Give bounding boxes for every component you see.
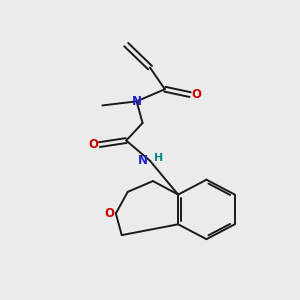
Text: N: N <box>138 154 148 167</box>
Text: O: O <box>192 88 202 101</box>
Text: O: O <box>104 207 114 220</box>
Text: H: H <box>154 153 164 163</box>
Text: N: N <box>132 95 142 108</box>
Text: O: O <box>88 138 98 151</box>
